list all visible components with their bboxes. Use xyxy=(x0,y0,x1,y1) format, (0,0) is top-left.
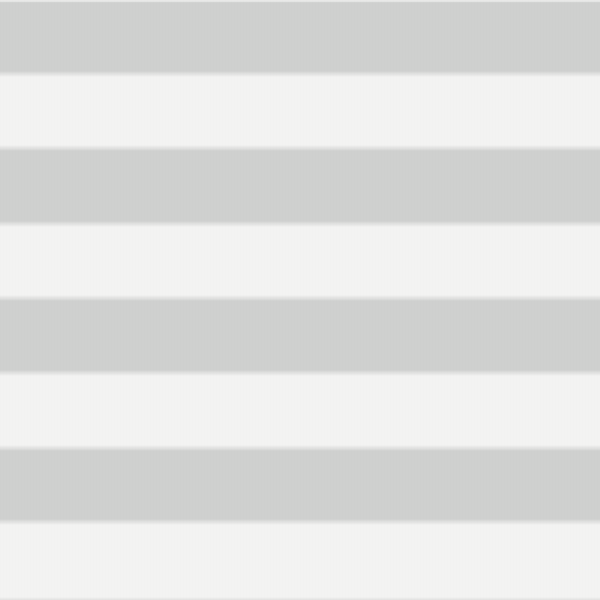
stripe-band-3 xyxy=(0,148,600,224)
stripe-band-6 xyxy=(0,373,600,448)
stripe-band-5 xyxy=(0,298,600,373)
stripe-band-1 xyxy=(0,0,600,74)
stripe-band-7 xyxy=(0,448,600,522)
stripe-band-2 xyxy=(0,74,600,148)
stripe-band-8 xyxy=(0,522,600,600)
stripe-band-4 xyxy=(0,224,600,298)
